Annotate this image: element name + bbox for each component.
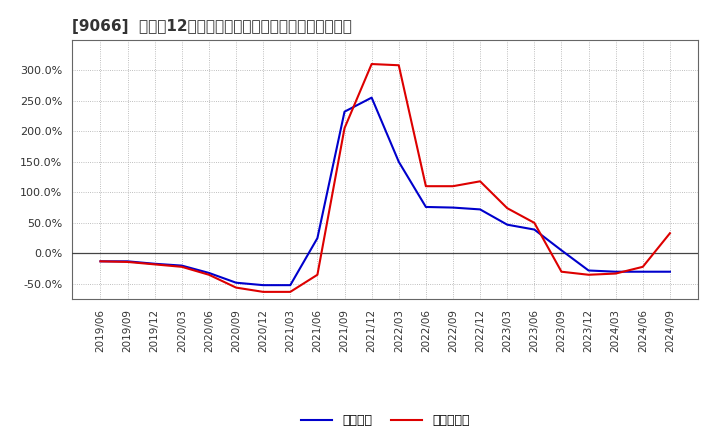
当期純利益 xyxy=(367,62,376,67)
当期純利益 xyxy=(449,183,457,189)
当期純利益 xyxy=(530,220,539,225)
当期純利益 xyxy=(476,179,485,184)
Text: [9066]  利益だ12か月移動合計の対前年同期増減率の推移: [9066] 利益だ12か月移動合計の対前年同期増減率の推移 xyxy=(72,19,352,34)
当期純利益 xyxy=(178,264,186,269)
経常利益 xyxy=(421,204,430,209)
経常利益 xyxy=(503,222,511,227)
経常利益 xyxy=(530,227,539,232)
当期純利益 xyxy=(639,264,647,269)
経常利益 xyxy=(639,269,647,275)
経常利益 xyxy=(178,263,186,268)
当期純利益 xyxy=(259,289,268,294)
経常利益 xyxy=(341,109,349,114)
当期純利益 xyxy=(341,125,349,131)
経常利益 xyxy=(367,95,376,100)
経常利益 xyxy=(584,268,593,273)
Legend: 経常利益, 当期純利益: 経常利益, 当期純利益 xyxy=(301,414,469,428)
当期純利益 xyxy=(204,272,213,277)
経常利益 xyxy=(123,259,132,264)
経常利益 xyxy=(449,205,457,210)
経常利益 xyxy=(204,270,213,275)
当期純利益 xyxy=(503,205,511,211)
当期純利益 xyxy=(557,269,566,275)
当期純利益 xyxy=(395,62,403,68)
経常利益 xyxy=(395,159,403,165)
経常利益 xyxy=(150,261,159,266)
当期純利益 xyxy=(611,271,620,276)
当期純利益 xyxy=(123,259,132,264)
経常利益 xyxy=(557,248,566,253)
当期純利益 xyxy=(150,262,159,267)
経常利益 xyxy=(232,280,240,286)
Line: 経常利益: 経常利益 xyxy=(101,98,670,285)
Line: 当期純利益: 当期純利益 xyxy=(101,64,670,292)
経常利益 xyxy=(96,259,105,264)
経常利益 xyxy=(611,269,620,275)
当期純利益 xyxy=(96,259,105,264)
経常利益 xyxy=(476,207,485,212)
当期純利益 xyxy=(665,231,674,236)
経常利益 xyxy=(665,269,674,275)
当期純利益 xyxy=(286,289,294,294)
経常利益 xyxy=(313,235,322,241)
経常利益 xyxy=(259,282,268,288)
経常利益 xyxy=(286,282,294,288)
当期純利益 xyxy=(232,285,240,290)
当期純利益 xyxy=(313,272,322,277)
当期純利益 xyxy=(584,272,593,277)
当期純利益 xyxy=(421,183,430,189)
